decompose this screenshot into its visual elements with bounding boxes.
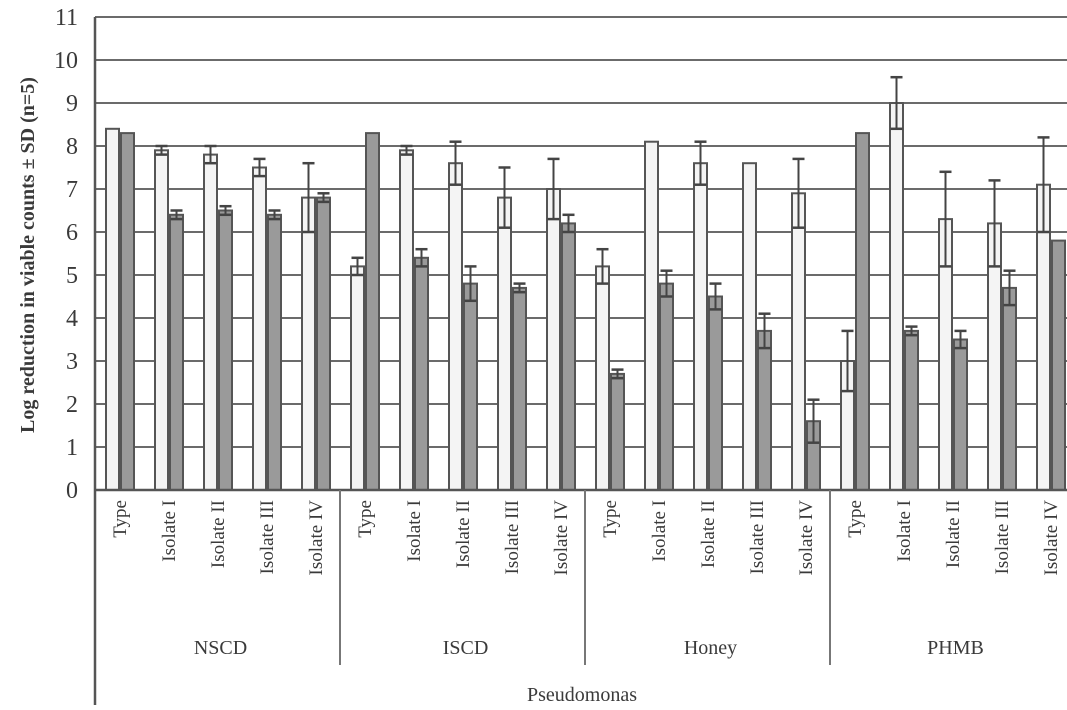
bar-series1 <box>105 127 120 492</box>
category-label: Isolate IV <box>306 500 327 576</box>
category-label: Isolate I <box>159 500 180 562</box>
y-tick-label: 11 <box>55 5 78 31</box>
bar-series2 <box>218 209 233 491</box>
bar-series1 <box>203 153 218 491</box>
y-tick-label: 2 <box>66 392 78 418</box>
y-tick-label: 6 <box>66 220 78 246</box>
bar-series2 <box>1002 286 1017 491</box>
bar-series1 <box>889 102 904 491</box>
bar-series1 <box>497 196 512 491</box>
category-label: Type <box>355 500 376 538</box>
category-label: Isolate II <box>698 500 719 568</box>
bar-series2 <box>1051 239 1066 491</box>
category-label: Isolate I <box>894 500 915 562</box>
y-tick-label: 4 <box>66 306 78 332</box>
group-label: NSCD <box>194 637 247 659</box>
bar-series1 <box>595 265 610 491</box>
category-label: Isolate II <box>208 500 229 568</box>
y-axis-title: Log reduction in viable counts ± SD (n=5… <box>17 77 39 433</box>
y-tick-label: 5 <box>66 263 78 289</box>
bar-series2 <box>512 286 527 491</box>
bar-series2 <box>659 282 674 491</box>
bars <box>105 75 1066 492</box>
category-label: Type <box>600 500 621 538</box>
x-axis-title: Pseudomonas <box>527 684 637 706</box>
bar-series2 <box>904 329 919 491</box>
group-label: Honey <box>684 637 737 659</box>
category-label: Isolate IV <box>551 500 572 576</box>
bar-series1 <box>154 149 169 492</box>
category-label: Type <box>845 500 866 538</box>
bar-series2 <box>953 338 968 491</box>
bar-series2 <box>316 196 331 491</box>
category-label: Isolate III <box>747 500 768 574</box>
category-label: Type <box>110 500 131 538</box>
bar-series1 <box>644 140 659 491</box>
bar-series1 <box>399 149 414 492</box>
y-tick-label: 9 <box>66 91 78 117</box>
bar-series2 <box>610 372 625 491</box>
category-label: Isolate IV <box>1041 500 1062 576</box>
gridlines <box>95 16 1067 491</box>
bar-series2 <box>169 213 184 492</box>
axes <box>93 17 1067 705</box>
bar-series2 <box>463 282 478 491</box>
bar-series1 <box>301 196 316 491</box>
bar-series1 <box>252 166 267 491</box>
bar-series2 <box>365 132 380 491</box>
y-tick-label: 0 <box>66 478 78 504</box>
bar-series2 <box>120 132 135 491</box>
category-label: Isolate III <box>257 500 278 574</box>
bar-series2 <box>757 329 772 491</box>
category-label: Isolate III <box>992 500 1013 574</box>
bar-series2 <box>267 213 282 492</box>
labels: 0 1 2 3 4 5 6 7 8 9 10 11 Type Isolate I Isolate II Iso… <box>54 5 1062 659</box>
group-label: ISCD <box>443 637 489 659</box>
bar-series1 <box>693 162 708 491</box>
y-tick-label: 8 <box>66 134 78 160</box>
bar-series2 <box>561 222 576 491</box>
y-tick-label: 7 <box>66 177 78 203</box>
bar-series2 <box>855 132 870 491</box>
category-label: Isolate I <box>649 500 670 562</box>
y-tick-label: 3 <box>66 349 78 375</box>
category-label: Isolate III <box>502 500 523 574</box>
y-tick-label: 1 <box>66 435 78 461</box>
category-label: Isolate II <box>453 500 474 568</box>
category-label: Isolate I <box>404 500 425 562</box>
bar-series1 <box>448 162 463 491</box>
bar-series2 <box>708 295 723 491</box>
bar-series1 <box>546 188 561 491</box>
bar-series2 <box>414 256 429 491</box>
bar-series1 <box>791 192 806 492</box>
category-label: Isolate II <box>943 500 964 568</box>
group-label: PHMB <box>927 637 984 659</box>
y-tick-label: 10 <box>54 48 78 74</box>
bar-series1 <box>742 162 757 491</box>
category-label: Isolate IV <box>796 500 817 576</box>
bar-series1 <box>350 265 365 491</box>
